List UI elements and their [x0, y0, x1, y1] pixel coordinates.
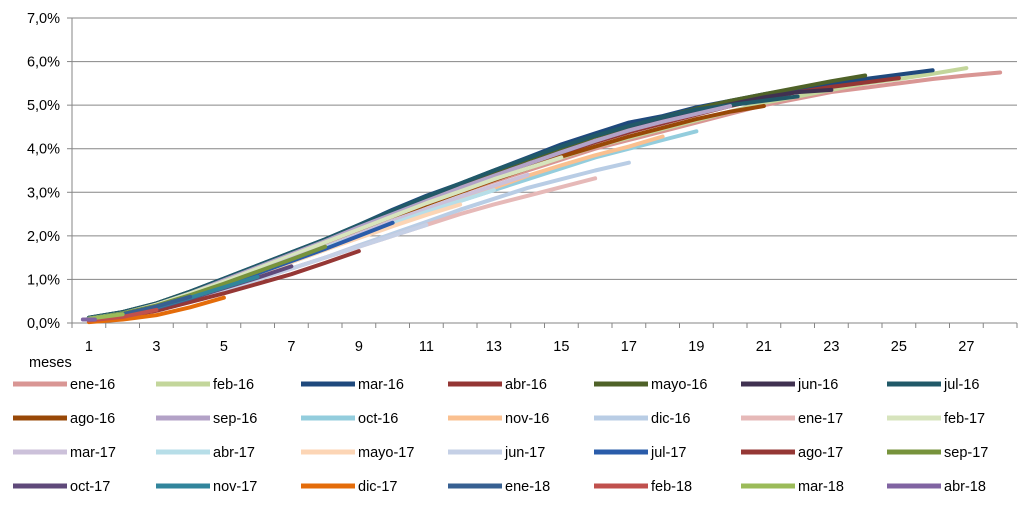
legend-label: feb-18: [651, 479, 692, 495]
legend-label: abr-17: [213, 445, 255, 461]
y-tick-label: 7,0%: [27, 11, 60, 27]
x-tick-label: 7: [287, 339, 295, 355]
legend-label: mar-18: [798, 479, 844, 495]
axes: [67, 17, 1018, 328]
y-tick-label: 6,0%: [27, 55, 60, 71]
legend-label: jun-17: [504, 445, 545, 461]
y-tick-label: 5,0%: [27, 98, 60, 114]
legend-label: abr-16: [505, 377, 547, 393]
legend-label: sep-17: [944, 445, 988, 461]
y-tick-label: 2,0%: [27, 229, 60, 245]
x-tick-label: 11: [419, 339, 434, 355]
y-tick-labels: 0,0% 1,0% 2,0% 3,0% 4,0% 5,0% 6,0% 7,0%: [27, 11, 60, 332]
x-tick-label: 13: [486, 339, 502, 355]
legend-label: ago-16: [70, 411, 115, 427]
y-tick-label: 3,0%: [27, 185, 60, 201]
series-line: [86, 307, 159, 323]
x-tick-label: 23: [823, 339, 839, 355]
x-tick-label: 1: [85, 339, 93, 355]
gridlines: [72, 17, 1017, 280]
legend-label: ago-17: [798, 445, 843, 461]
legend-label: mayo-17: [358, 445, 414, 461]
legend-label: abr-18: [944, 479, 986, 495]
legend-label: oct-16: [358, 411, 398, 427]
legend-label: ene-16: [70, 377, 115, 393]
x-tick-label: 17: [621, 339, 637, 355]
legend-label: nov-16: [505, 411, 549, 427]
y-tick-label: 1,0%: [27, 272, 60, 288]
legend-label: jun-16: [797, 377, 838, 393]
legend-label: dic-16: [651, 411, 691, 427]
x-tick-label: 5: [220, 339, 228, 355]
legend-label: oct-17: [70, 479, 110, 495]
x-tick-label: 25: [891, 339, 907, 355]
legend-label: ene-18: [505, 479, 550, 495]
legend-label: mar-16: [358, 377, 404, 393]
legend-label: feb-16: [213, 377, 254, 393]
legend: ene-16 feb-16 mar-16 abr-16 mayo-16 jun-16 jul…: [13, 377, 988, 495]
x-tick-label: 9: [355, 339, 363, 355]
x-tick-label: 15: [553, 339, 569, 355]
legend-label: dic-17: [358, 479, 398, 495]
x-tick-label: 19: [688, 339, 704, 355]
legend-label: jul-16: [943, 377, 979, 393]
x-tick-label: 27: [958, 339, 974, 355]
y-tick-label: 0,0%: [27, 316, 60, 332]
legend-label: mar-17: [70, 445, 116, 461]
legend-label: mayo-16: [651, 377, 707, 393]
legend-label: nov-17: [213, 479, 257, 495]
series-lines: [80, 66, 1003, 325]
x-tick-labels: 1 3 5 7 9 11 13 15 17 19 21 23 25 27: [85, 339, 975, 355]
x-tick-label: 21: [756, 339, 772, 355]
legend-label: feb-17: [944, 411, 985, 427]
x-axis-label: meses: [29, 355, 72, 371]
y-tick-label: 4,0%: [27, 142, 60, 158]
legend-label: ene-17: [798, 411, 843, 427]
legend-label: jul-17: [650, 445, 686, 461]
legend-label: sep-16: [213, 411, 257, 427]
x-tick-label: 3: [152, 339, 160, 355]
series-line: [86, 295, 226, 325]
